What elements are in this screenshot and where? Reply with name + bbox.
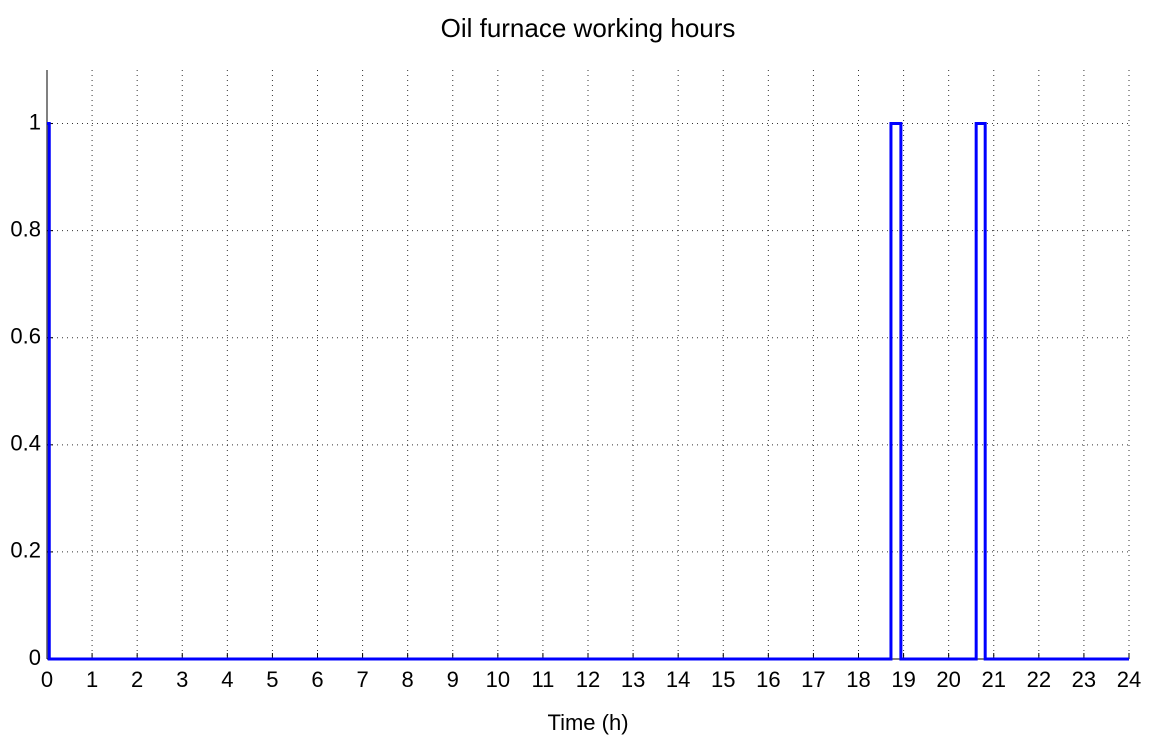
- x-tick-label: 13: [621, 667, 645, 692]
- x-tick-label: 20: [936, 667, 960, 692]
- y-tick-label: 0.4: [10, 431, 41, 456]
- x-tick-label: 21: [982, 667, 1006, 692]
- line: [47, 122, 1129, 661]
- chart-title: Oil furnace working hours: [441, 13, 736, 43]
- x-tick-label: 19: [891, 667, 915, 692]
- x-tick-label: 23: [1072, 667, 1096, 692]
- x-tick-label: 3: [176, 667, 188, 692]
- x-tick-label: 11: [531, 667, 554, 692]
- y-tick-label: 1: [29, 109, 41, 134]
- x-tick-label: 6: [311, 667, 323, 692]
- y-tick-label: 0.6: [10, 324, 41, 349]
- x-tick-label: 0: [41, 667, 53, 692]
- x-tick-label: 1: [86, 667, 98, 692]
- x-tick-label: 17: [801, 667, 825, 692]
- x-axis-label: Time (h): [547, 710, 628, 735]
- x-tick-label: 22: [1027, 667, 1051, 692]
- x-tick-label: 10: [486, 667, 510, 692]
- y-tick-label: 0.2: [10, 538, 41, 563]
- x-tick-label: 4: [221, 667, 233, 692]
- x-tick-label: 2: [131, 667, 143, 692]
- x-tick-label: 5: [266, 667, 278, 692]
- x-tick-label: 15: [711, 667, 735, 692]
- x-tick-label: 14: [666, 667, 690, 692]
- y-tick-label: 0: [29, 645, 41, 670]
- x-tick-label: 12: [576, 667, 600, 692]
- x-tick-label: 16: [756, 667, 780, 692]
- x-tick-label: 8: [402, 667, 414, 692]
- x-tick-label: 18: [846, 667, 870, 692]
- x-tick-label: 24: [1117, 667, 1141, 692]
- x-tick-label: 7: [356, 667, 368, 692]
- x-tick-label: 9: [447, 667, 459, 692]
- y-tick-label: 0.8: [10, 216, 41, 241]
